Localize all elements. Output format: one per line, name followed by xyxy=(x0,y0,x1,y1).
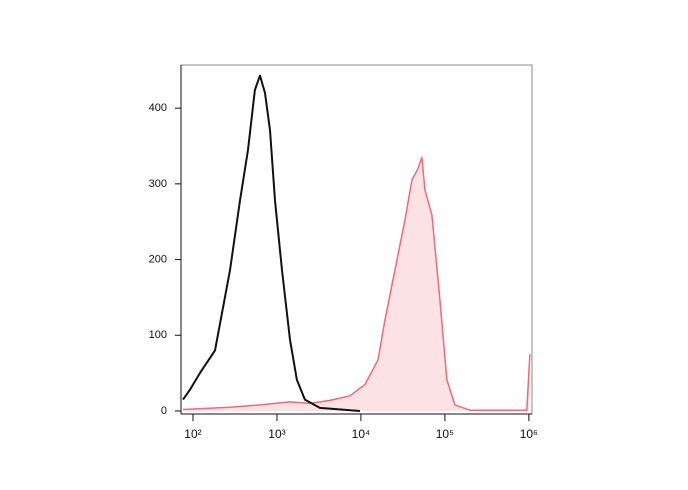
y-tick-label: 300 xyxy=(149,178,167,190)
y-tick-label: 400 xyxy=(149,102,167,114)
line xyxy=(182,156,531,411)
x-tick-label: 10³ xyxy=(268,427,285,441)
x-tick-label: 10⁴ xyxy=(352,427,371,441)
line xyxy=(182,74,360,412)
area xyxy=(182,157,530,411)
x-tick-label: 10⁵ xyxy=(436,427,454,441)
y-tick-label: 100 xyxy=(149,329,167,341)
y-tick-label: 0 xyxy=(161,405,167,417)
x-tick-label: 10⁶ xyxy=(520,427,538,441)
y-tick-label: 200 xyxy=(149,253,167,265)
x-tick-label: 10² xyxy=(184,427,201,441)
